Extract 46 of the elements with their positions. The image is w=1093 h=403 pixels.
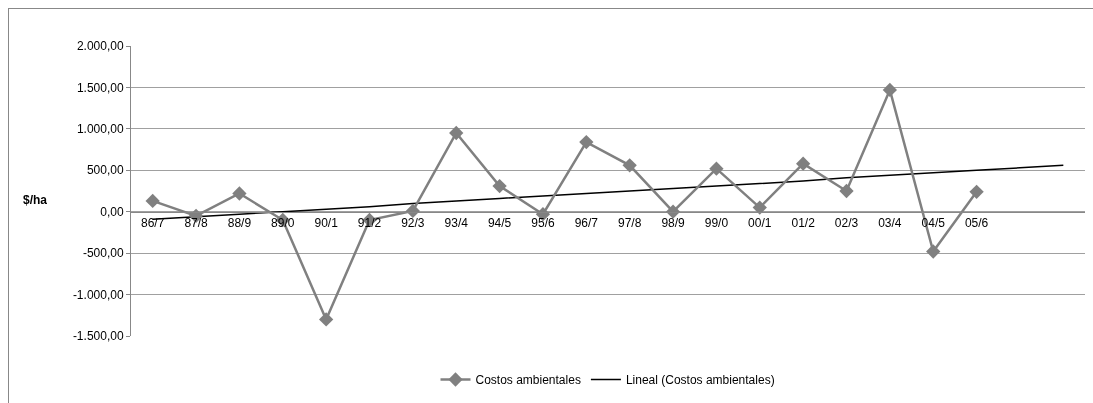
y-tick-label: -1.000,00: [72, 287, 124, 302]
point: [405, 203, 421, 219]
y-tick-label: 1.000,00: [76, 122, 124, 137]
x-tick-label: 96/7: [574, 216, 599, 231]
y-tick-label: 2.000,00: [76, 39, 124, 54]
point: [145, 193, 160, 209]
y-tick-label: -1.500,00: [72, 329, 124, 344]
x-tick-label: 01/2: [791, 216, 816, 231]
y-tick-label: 0,00: [100, 204, 124, 219]
x-tick-label: 95/6: [531, 216, 555, 231]
point: [882, 82, 898, 98]
legend-label: Costos ambientales: [475, 373, 581, 388]
x-tick-label: 05/6: [964, 216, 989, 231]
x-tick-label: 99/0: [704, 216, 729, 231]
x-tick-label: 02/3: [834, 216, 859, 231]
point: [752, 200, 767, 215]
x-tick-label: 89/0: [271, 216, 295, 231]
point: [795, 156, 811, 171]
point: [709, 161, 724, 176]
point: [492, 178, 507, 194]
point: [839, 183, 854, 199]
y-axis-title: $/ha: [23, 193, 48, 207]
point: [318, 312, 334, 327]
x-tick-label: 90/1: [314, 216, 339, 231]
y-tick-label: 1.500,00: [76, 80, 124, 95]
point: [969, 184, 984, 199]
point: [232, 186, 247, 201]
y-tick-label: -500,00: [82, 246, 124, 261]
x-tick-label: 03/4: [878, 216, 902, 231]
legend-label: Lineal (Costos ambientales): [625, 373, 775, 388]
x-tick-label: 92/3: [401, 216, 425, 231]
x-tick-label: 04/5: [921, 216, 946, 231]
point: [579, 134, 594, 150]
x-tick-label: 86/7: [141, 216, 165, 231]
x-tick-label: 87/8: [184, 216, 209, 231]
x-tick-label: 88/9: [227, 216, 252, 231]
point: [449, 125, 464, 141]
point: [926, 244, 941, 259]
x-tick-label: 94/5: [487, 216, 512, 231]
y-tick-label: 500,00: [86, 163, 124, 178]
x-tick-label: 91/2: [357, 216, 382, 231]
x-tick-label: 93/4: [444, 216, 469, 231]
x-tick-label: 98/9: [661, 216, 686, 231]
x-tick-label: 97/8: [618, 216, 642, 231]
x-tick-label: 00/1: [748, 216, 772, 231]
point: [622, 158, 637, 173]
